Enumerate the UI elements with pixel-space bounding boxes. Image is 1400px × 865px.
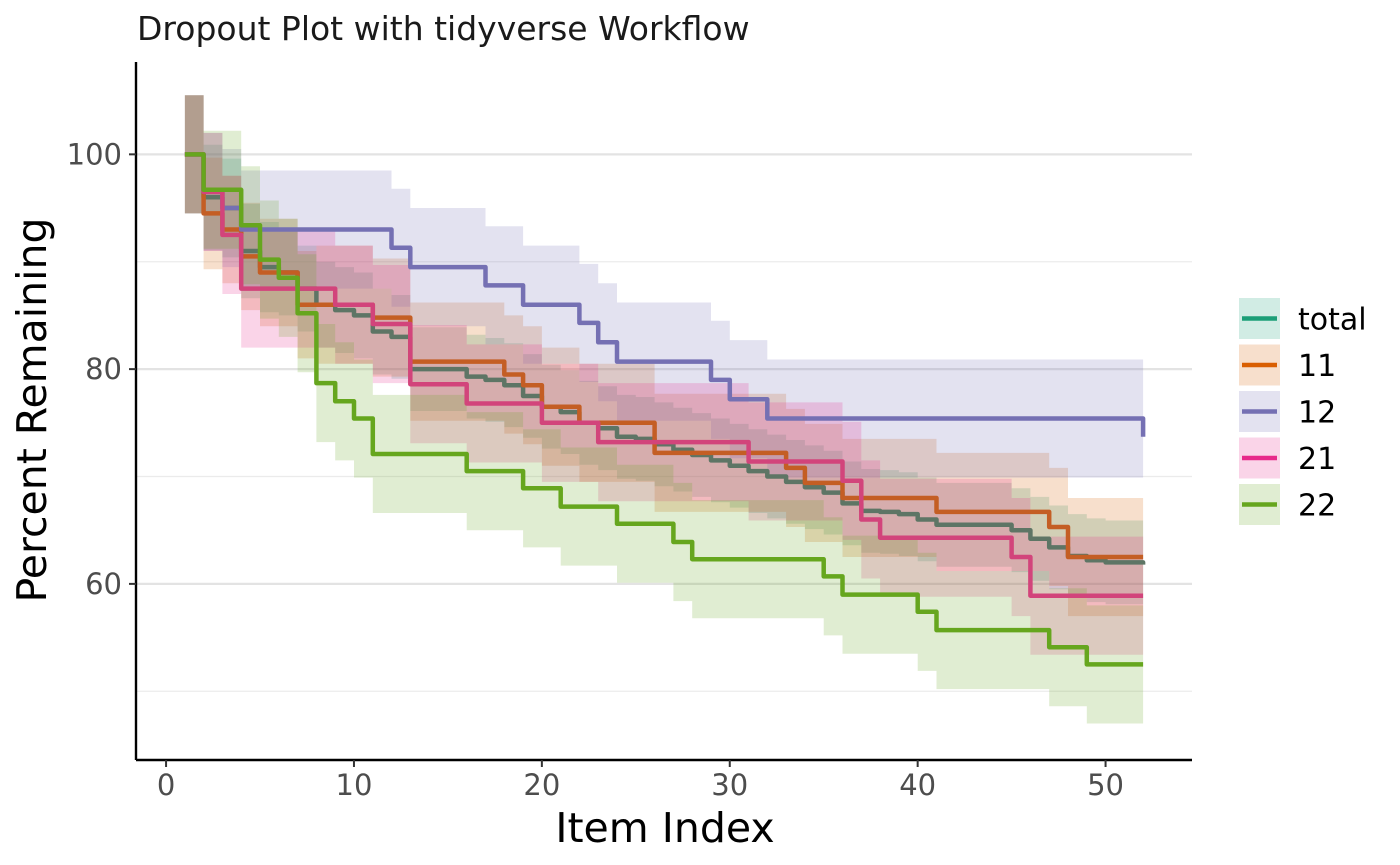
x-tick-label-3: 30 [711,768,748,802]
x-tick-label-5: 50 [1087,768,1124,802]
legend: total 11 12 21 22 [1239,298,1367,525]
legend-label-total: total [1298,303,1367,338]
x-tick-label-1: 10 [336,768,373,802]
legend-label-12: 12 [1298,396,1336,431]
chart-title: Dropout Plot with tidyverse Workflow [137,9,750,48]
x-tick-label-4: 40 [899,768,936,802]
x-tick-label-2: 20 [523,768,560,802]
y-tick-label-2: 100 [67,137,122,171]
band-11 [184,95,1144,617]
series-line-21 [184,152,1144,598]
series-line-12 [184,152,1146,437]
series-line-11 [184,152,1144,560]
band-22 [184,95,1144,724]
band-total [184,95,1144,607]
legend-item-total: total [1239,298,1367,339]
legend-item-22: 22 [1239,484,1336,525]
x-axis-title: Item Index [555,804,774,852]
legend-label-21: 21 [1298,442,1336,477]
legend-item-21: 21 [1239,437,1336,479]
grid-layer [136,153,1192,692]
legend-label-22: 22 [1298,489,1336,524]
legend-item-11: 11 [1239,344,1336,386]
axis-layer: 0 10 20 30 40 50 60 80 100 [67,62,1192,802]
x-tick-label-0: 0 [157,768,175,802]
band-12 [184,95,1144,496]
y-tick-label-0: 60 [85,567,122,601]
series-line-22 [184,152,1144,667]
y-tick-label-1: 80 [85,352,122,386]
y-axis-title: Percent Remaining [8,217,56,602]
line-layer [184,152,1146,667]
legend-item-12: 12 [1239,391,1336,432]
legend-label-11: 11 [1298,349,1336,384]
